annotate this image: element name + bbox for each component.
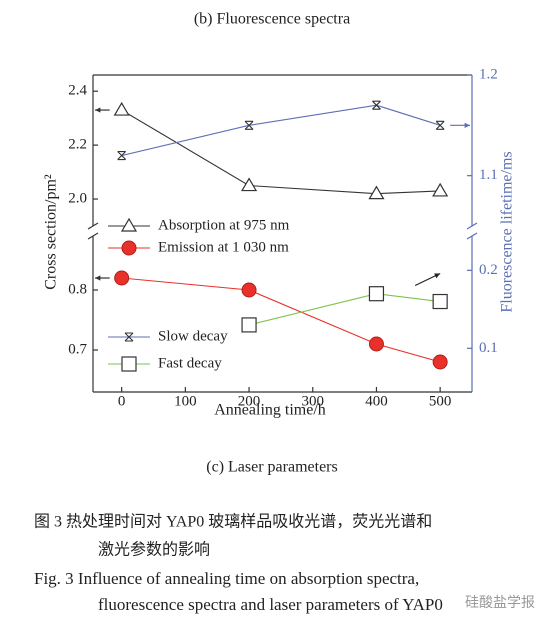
y2-tick-label: 1.2 [479, 66, 498, 82]
x-tick-label: 400 [365, 393, 388, 409]
y-tick-label: 2.0 [68, 190, 87, 206]
x-tick-label: 300 [302, 393, 325, 409]
series-line [121, 277, 441, 363]
marker [435, 120, 445, 130]
marker [113, 101, 130, 116]
y-axis-label: Cross section/pm² [43, 174, 60, 290]
axis-arrow-head [95, 275, 101, 281]
x-tick-label: 200 [238, 393, 261, 409]
marker [114, 270, 130, 286]
marker [120, 217, 138, 232]
axis-break [466, 222, 478, 230]
axis-break [87, 222, 99, 230]
legend-label: Emission at 1 030 nm [158, 239, 289, 255]
marker [241, 317, 257, 333]
y2-tick-label: 0.2 [479, 262, 498, 278]
marker [241, 282, 257, 298]
y2-axis-label: Fluorescence lifetime/ms [499, 151, 516, 312]
x-tick-label: 0 [118, 393, 126, 409]
x-tick-label: 100 [174, 393, 197, 409]
legend-label: Absorption at 975 nm [158, 217, 290, 233]
caption-line: 图 3 热处理时间对 YAP0 玻璃样品吸收光谱，荧光光谱和 [34, 513, 432, 531]
marker [372, 100, 381, 110]
y-tick-label: 0.7 [68, 341, 87, 357]
watermark: 硅酸盐学报 [465, 595, 535, 611]
y2-tick-label: 1.1 [479, 167, 498, 183]
axis-break [466, 232, 478, 240]
legend-label: Fast decay [158, 355, 222, 371]
marker [121, 240, 137, 256]
marker [117, 150, 127, 161]
y2-tick-label: 0.1 [479, 340, 498, 356]
series-line [248, 293, 441, 326]
series-line [121, 104, 441, 157]
axis-arrow-head [464, 122, 470, 128]
marker [432, 182, 449, 197]
axis-arrow-head [434, 273, 441, 279]
caption-line: 激光参数的影响 [98, 541, 210, 559]
y-tick-label: 2.2 [68, 137, 87, 153]
axis-arrow-head [95, 107, 101, 113]
panel-caption: (b) Fluorescence spectra [194, 11, 350, 28]
x-axis-label: Annealing time/h [214, 402, 326, 419]
legend-label: Slow decay [158, 328, 228, 344]
marker [368, 336, 384, 352]
marker [368, 185, 385, 200]
marker [368, 286, 385, 302]
marker [432, 293, 448, 310]
marker [121, 356, 137, 372]
y-tick-label: 0.8 [68, 281, 87, 297]
caption-line: fluorescence spectra and laser parameter… [98, 595, 443, 614]
marker [244, 120, 254, 130]
axis-break [87, 232, 99, 240]
panel-caption: (c) Laser parameters [206, 459, 337, 476]
marker [432, 354, 448, 370]
series-line [121, 109, 441, 195]
y-tick-label: 2.4 [68, 83, 87, 99]
marker [124, 332, 134, 342]
x-tick-label: 500 [429, 393, 452, 409]
caption-line: Fig. 3 Influence of annealing time on ab… [34, 569, 419, 588]
marker [241, 177, 258, 192]
